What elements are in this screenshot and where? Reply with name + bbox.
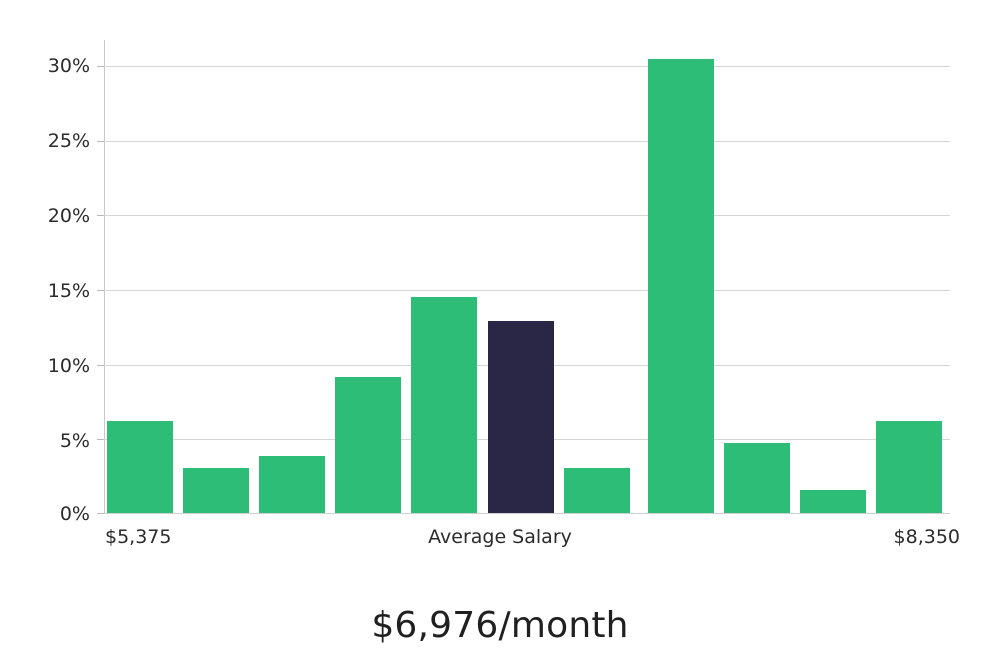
x-axis-min-label: $5,375 [105, 526, 172, 548]
bar-7[interactable] [564, 467, 630, 513]
y-tick-label-0: 0% [59, 503, 90, 525]
bar-11[interactable] [876, 421, 942, 513]
y-tick-mark-5 [97, 439, 104, 440]
bar-1[interactable] [107, 421, 173, 513]
bar-5[interactable] [411, 296, 477, 513]
y-tick-mark-30 [97, 66, 104, 67]
bar-10[interactable] [800, 489, 866, 513]
y-tick-mark-10 [97, 365, 104, 366]
y-axis-tick-labels: 30% 25% 20% 15% 10% 5% 0% [0, 0, 90, 660]
y-tick-label-5: 5% [59, 430, 90, 452]
y-tick-mark-20 [97, 215, 104, 216]
gridline-25 [104, 141, 950, 142]
y-tick-label-15: 15% [47, 280, 90, 302]
bar-3[interactable] [259, 455, 325, 513]
bar-9[interactable] [724, 442, 790, 513]
gridline-15 [104, 290, 950, 291]
x-axis-tick-labels: $5,375 Average Salary $8,350 [0, 528, 1000, 562]
plot-area [104, 40, 950, 514]
y-tick-mark-0 [97, 513, 104, 514]
y-tick-mark-25 [97, 141, 104, 142]
y-tick-label-30: 30% [47, 55, 90, 77]
bar-4[interactable] [335, 377, 401, 513]
average-salary-caption: $6,976/month [371, 605, 629, 646]
gridline-0-baseline [104, 513, 950, 514]
x-axis-title: Average Salary [428, 526, 572, 548]
gridline-30 [104, 66, 950, 67]
x-axis-max-label: $8,350 [893, 526, 960, 548]
y-tick-label-25: 25% [47, 130, 90, 152]
gridline-20 [104, 215, 950, 216]
bars-layer [104, 40, 950, 513]
y-tick-mark-15 [97, 290, 104, 291]
bar-2[interactable] [183, 467, 249, 513]
bar-6-highlighted[interactable] [488, 320, 554, 513]
y-axis-line [104, 40, 105, 514]
y-tick-label-10: 10% [47, 355, 90, 377]
bar-8[interactable] [648, 59, 714, 513]
y-tick-label-20: 20% [47, 205, 90, 227]
